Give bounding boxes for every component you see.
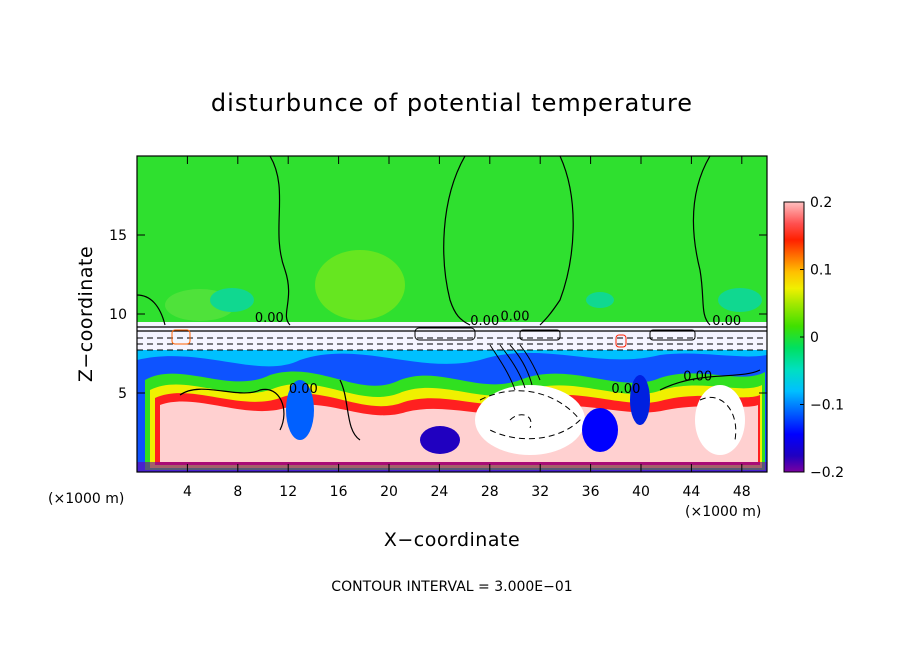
contour-line <box>179 388 285 431</box>
contour-line <box>479 390 581 440</box>
contour-line <box>443 156 471 326</box>
y-tick-label: 5 <box>118 386 127 402</box>
colorbar-tick-label: −0.1 <box>810 398 844 414</box>
contour-label: 0.00 <box>712 314 741 329</box>
y-tick-label: 10 <box>109 307 127 323</box>
x-tick-label: 16 <box>330 484 348 500</box>
x-tick-label: 48 <box>733 484 751 500</box>
contour-lines <box>137 156 767 441</box>
colorbar: 0.2 0.1 0 −0.1 −0.2 <box>783 195 844 481</box>
contour-line <box>519 344 541 381</box>
x-tick-label: 28 <box>481 484 499 500</box>
contour-line <box>269 156 291 326</box>
x-axis-title: X−coordinate <box>384 529 520 551</box>
cold-patch <box>695 385 745 455</box>
warm-core <box>160 401 758 462</box>
cold-patch <box>630 375 650 425</box>
contour-line <box>339 379 361 441</box>
colorbar-tick-label: −0.2 <box>810 465 844 481</box>
colorbar-tick-label: 0.1 <box>810 263 832 279</box>
contour-line <box>509 414 532 429</box>
contour-line <box>649 329 696 341</box>
contour-line <box>659 369 761 391</box>
contour-cluster <box>171 327 696 391</box>
cool-patch <box>586 292 614 308</box>
contour-label: 0.00 <box>255 311 284 326</box>
colorbar-tick-label: 0 <box>810 330 819 346</box>
x-unit-right: (×1000 m) <box>685 504 761 520</box>
x-tick-label: 32 <box>531 484 549 500</box>
contour-label: 0.00 <box>501 309 530 324</box>
colorbar-ticks: 0.2 0.1 0 −0.1 −0.2 <box>800 195 844 481</box>
contour-line <box>137 294 166 326</box>
cool-patch <box>718 288 762 312</box>
contour-lines-dashed <box>137 337 767 441</box>
x-axis: 4 8 12 16 20 24 28 32 36 40 44 48 <box>183 156 751 500</box>
cold-patch <box>582 408 618 452</box>
x-tick-label: 36 <box>582 484 600 500</box>
cool-patch <box>210 288 254 312</box>
cold-patch <box>286 380 314 440</box>
colorbar-tick-label: 0.2 <box>810 195 832 211</box>
contour-line <box>171 329 191 345</box>
contour-interval-label: CONTOUR INTERVAL = <box>331 579 489 595</box>
contour-line <box>519 329 561 341</box>
contour-line <box>692 156 711 326</box>
contour-label: 0.00 <box>470 314 499 329</box>
x-unit-left: (×1000 m) <box>48 491 124 507</box>
contour-label: 0.00 <box>683 369 712 384</box>
contour-line <box>499 344 526 389</box>
contour-line <box>489 344 516 391</box>
contour-label: 0.00 <box>611 382 640 397</box>
contour-interval-value: 3.000E−01 <box>494 579 572 595</box>
x-tick-label: 40 <box>632 484 650 500</box>
x-tick-label: 4 <box>183 484 192 500</box>
contour-label: 0.00 <box>289 382 318 397</box>
heatmap-field <box>137 156 767 472</box>
contour-line <box>509 344 533 386</box>
contour-line <box>539 156 574 326</box>
cold-patch <box>420 426 460 454</box>
y-axis: 5 10 15 <box>109 228 767 402</box>
x-tick-label: 44 <box>682 484 700 500</box>
y-axis-title: Z−coordinate <box>75 246 97 382</box>
cold-patch <box>137 462 767 472</box>
contour-labels: 0.000.000.00 0.000.000.000.00 <box>255 309 741 397</box>
x-tick-label: 20 <box>380 484 398 500</box>
y-tick-label: 15 <box>109 228 127 244</box>
x-tick-label: 8 <box>233 484 242 500</box>
contour-line <box>615 334 627 348</box>
x-tick-label: 24 <box>430 484 448 500</box>
contour-interval-note: CONTOUR INTERVAL = 3.000E−01 <box>331 579 572 595</box>
x-tick-label: 12 <box>279 484 297 500</box>
warm-patch <box>315 250 405 320</box>
contour-line <box>414 327 476 341</box>
chart-title: disturbunce of potential temperature <box>211 89 693 117</box>
